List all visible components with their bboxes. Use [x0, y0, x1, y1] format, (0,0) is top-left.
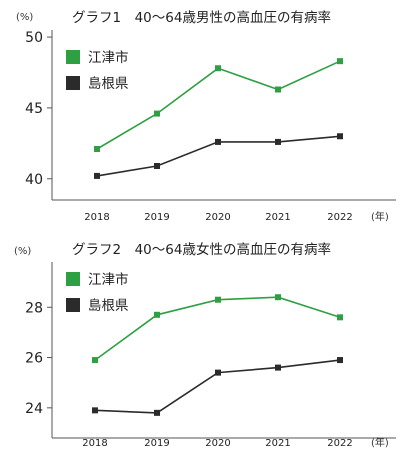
x-tick-label: 2022	[327, 212, 352, 223]
chart-title: グラフ1 40～64歳男性の高血圧の有病率	[72, 9, 331, 26]
x-tick-label: 2020	[205, 212, 230, 223]
x-tick-label: 2020	[205, 438, 230, 449]
legend-swatch	[66, 298, 80, 312]
data-point	[275, 86, 281, 93]
series-line-gotsu	[94, 296, 341, 361]
legend-label: 島根県	[88, 298, 129, 314]
y-axis-unit: (%)	[16, 12, 33, 23]
y-tick-label: 28	[25, 300, 43, 316]
legend-swatch	[66, 76, 80, 90]
y-tick-label: 50	[25, 30, 43, 46]
data-point	[154, 311, 160, 318]
x-tick-label: 2019	[144, 438, 169, 449]
data-point	[337, 133, 343, 140]
data-point	[215, 138, 221, 145]
x-axis-unit: (年)	[371, 210, 389, 223]
data-point	[337, 314, 343, 321]
data-point	[154, 409, 160, 416]
y-axis-unit: (%)	[14, 246, 31, 257]
series-line-gotsu	[96, 60, 341, 150]
data-point	[92, 407, 98, 414]
x-tick-label: 2019	[144, 212, 169, 223]
x-tick-label: 2018	[82, 438, 107, 449]
data-point	[154, 110, 160, 117]
data-point	[275, 138, 281, 145]
chart-title: グラフ2 40～64歳女性の高血圧の有病率	[72, 241, 331, 258]
y-tick-label: 24	[25, 401, 43, 417]
data-point	[215, 369, 221, 376]
data-point	[275, 294, 281, 301]
data-point	[94, 146, 100, 152]
data-point	[215, 65, 221, 72]
x-tick-label: 2021	[265, 438, 290, 449]
legend-swatch	[66, 50, 80, 64]
data-point	[215, 296, 221, 303]
data-point	[337, 357, 343, 364]
legend-label: 島根県	[88, 76, 129, 92]
data-point	[337, 58, 343, 65]
data-point	[92, 357, 98, 364]
x-tick-label: 2022	[327, 438, 352, 449]
data-point	[154, 163, 160, 169]
x-tick-label: 2018	[84, 212, 109, 223]
data-point	[275, 364, 281, 371]
y-tick-label: 40	[25, 172, 43, 188]
x-axis-unit: (年)	[371, 436, 389, 449]
y-tick-label: 45	[25, 101, 43, 117]
legend-label: 江津市	[88, 49, 129, 66]
x-tick-label: 2021	[265, 212, 290, 223]
legend-label: 江津市	[88, 271, 129, 288]
data-point	[94, 172, 100, 179]
legend-swatch	[66, 272, 80, 286]
y-tick-label: 26	[25, 351, 43, 367]
series-line-shimane	[94, 359, 341, 414]
